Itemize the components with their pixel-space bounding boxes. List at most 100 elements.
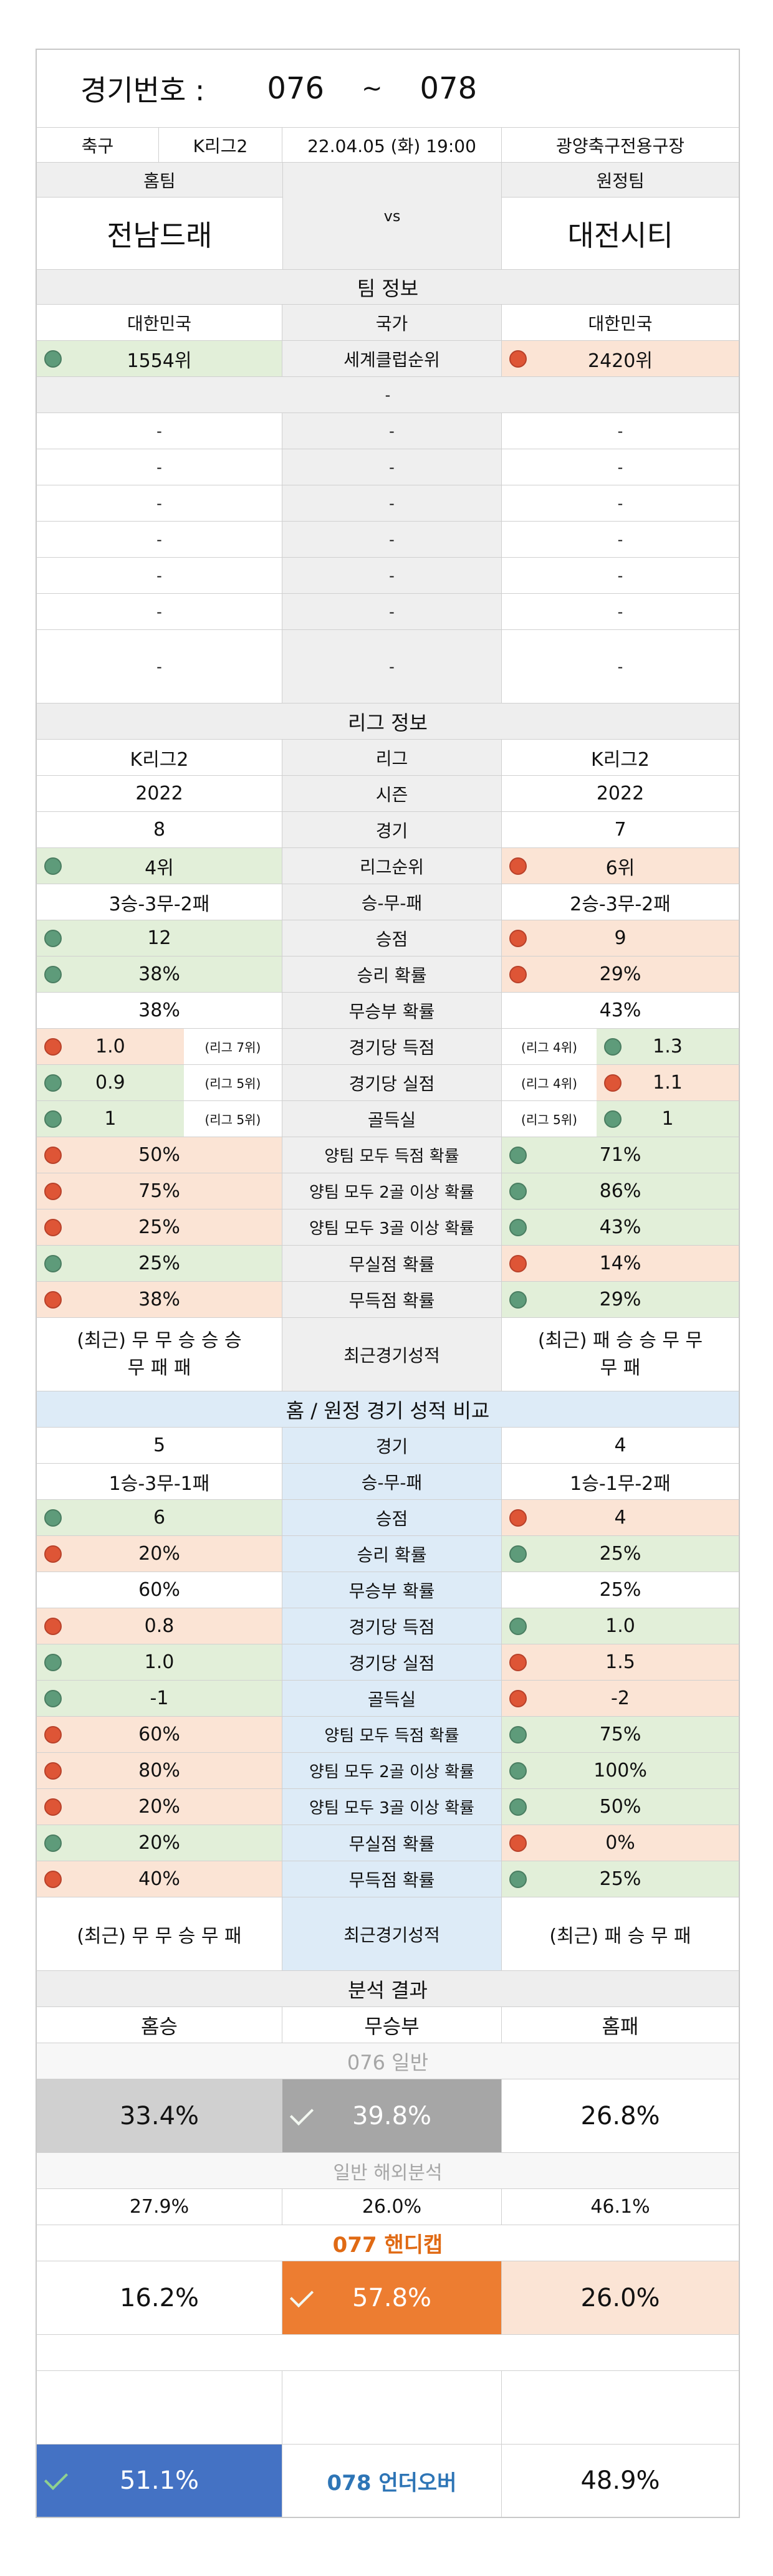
away-value: 43% <box>502 1209 739 1245</box>
team-info-blank-row: --- <box>36 558 740 594</box>
game-from: 076 <box>267 71 325 106</box>
compare-row: -1 골득실 -2 <box>36 1681 740 1717</box>
red-status-icon <box>509 1689 527 1707</box>
blank-value: - <box>37 413 282 449</box>
row-label: 양팀 모두 득점 확률 <box>282 1137 502 1173</box>
home-value: 2022 <box>37 776 282 811</box>
league-info-title-row: 리그 정보 <box>36 704 740 740</box>
home-value: 60% <box>37 1717 282 1752</box>
green-status-icon <box>44 1834 62 1852</box>
row-label: 양팀 모두 득점 확률 <box>282 1717 502 1752</box>
club-rank-label: 세계클럽순위 <box>282 341 502 376</box>
away-recent-line1: (최근) 패 승 승 무 무 <box>537 1329 703 1352</box>
blank-value: - <box>37 449 282 485</box>
home-value: 0.9 (리그 5위) <box>37 1065 282 1100</box>
row-label: 무득점 확률 <box>282 1282 502 1317</box>
handicap-label: 077 핸디캡 <box>332 2233 443 2258</box>
blank-value: - <box>617 566 623 584</box>
away-value: 14% <box>502 1246 739 1281</box>
green-status-icon <box>509 1182 527 1200</box>
green-status-icon <box>509 1617 527 1635</box>
row-label: 경기당 실점 <box>282 1644 502 1680</box>
team-info-title: 팀 정보 <box>357 276 419 300</box>
away-value: (리그 4위) 1.1 <box>502 1065 739 1100</box>
home-value: 38% <box>37 956 282 992</box>
away-value: 2022 <box>596 783 645 804</box>
red-status-icon <box>44 1545 62 1563</box>
home-value: 12 <box>37 920 282 956</box>
away-country: 대한민국 <box>588 313 653 334</box>
teams-block: 홈팀 전남드래 vs 원정팀 대전시티 <box>36 163 740 270</box>
green-status-icon <box>44 1254 62 1272</box>
home-value: 1.0 (리그 7위) <box>37 1029 282 1064</box>
general-draw: 39.8% <box>282 2079 502 2152</box>
row-label: 양팀 모두 2골 이상 확률 <box>282 1753 502 1788</box>
red-status-icon <box>509 350 527 368</box>
home-recent-line2: 무 패 패 <box>127 1357 191 1379</box>
league_info-row: 0.9 (리그 5위) 경기당 실점 (리그 4위) 1.1 <box>36 1065 740 1101</box>
home-value: 1.0 <box>37 1644 282 1680</box>
away-value: 6위 <box>502 848 739 884</box>
away-value: 25% <box>502 1861 739 1897</box>
country-row: 대한민국 국가 대한민국 <box>36 305 740 341</box>
league-rank-note: (리그 7위) <box>183 1029 282 1064</box>
green-status-icon <box>509 1146 527 1164</box>
red-status-icon <box>509 1254 527 1272</box>
compare-row: 20% 승리 확률 25% <box>36 1536 740 1572</box>
compare-title-row: 홈 / 원정 경기 성적 비교 <box>36 1391 740 1428</box>
row-label: 무실점 확률 <box>282 1246 502 1281</box>
analysis-title: 분석 결과 <box>348 1978 428 2002</box>
league_info-row: 25% 무실점 확률 14% <box>36 1246 740 1282</box>
row-label: 골득실 <box>282 1681 502 1716</box>
check-icon <box>289 2283 314 2307</box>
dash: - <box>385 386 391 404</box>
league-rank-note: (리그 4위) <box>502 1029 597 1064</box>
row-label: 승점 <box>282 920 502 956</box>
red-status-icon <box>44 1798 62 1816</box>
team-info-title-row: 팀 정보 <box>36 270 740 305</box>
green-status-icon <box>509 1545 527 1563</box>
team-info-blank-row: --- <box>36 413 740 449</box>
blank-value: - <box>37 485 282 521</box>
handicap-home: 16.2% <box>37 2261 282 2334</box>
game-number-label: 경기번호 : <box>80 74 205 107</box>
home-value: 1 (리그 5위) <box>37 1101 282 1137</box>
under-over-away: 48.9% <box>580 2466 660 2495</box>
league_info-row: 12 승점 9 <box>36 920 740 956</box>
red-status-icon <box>44 1870 62 1888</box>
blank-value: - <box>617 530 623 548</box>
under-over-label: 078 언더오버 <box>282 2445 502 2517</box>
col-draw: 무승부 <box>282 2007 502 2043</box>
team-info-blank-row: --- <box>36 522 740 558</box>
red-status-icon <box>44 1617 62 1635</box>
league_info-row: K리그2 리그 K리그2 <box>36 740 740 776</box>
general-home: 33.4% <box>37 2079 282 2152</box>
row-label: 양팀 모두 3골 이상 확률 <box>282 1789 502 1825</box>
row-label: 무승부 확률 <box>282 1572 502 1608</box>
green-status-icon <box>44 857 62 875</box>
red-status-icon <box>44 1218 62 1236</box>
green-status-icon <box>44 965 62 983</box>
row-label: 리그순위 <box>282 848 502 884</box>
row-label: 양팀 모두 3골 이상 확률 <box>282 1209 502 1245</box>
green-status-icon <box>509 1290 527 1309</box>
red-status-icon <box>509 1834 527 1852</box>
green-status-icon <box>44 1509 62 1527</box>
row-label: 무득점 확률 <box>282 1861 502 1897</box>
under-over-home: 51.1% <box>37 2445 282 2517</box>
row-label: 골득실 <box>282 1101 502 1137</box>
away-value: 2승-3무-2패 <box>570 893 671 915</box>
blank-value: - <box>617 657 623 675</box>
league_info-row: 50% 양팀 모두 득점 확률 71% <box>36 1137 740 1173</box>
league_info-row: 4위 리그순위 6위 <box>36 848 740 884</box>
away-value: 4 <box>614 1434 627 1456</box>
overseas-home: 27.9% <box>37 2189 282 2225</box>
blank-value: - <box>617 494 623 512</box>
home-value: 20% <box>37 1825 282 1861</box>
row-label: 승리 확률 <box>282 1536 502 1572</box>
red-status-icon <box>44 1182 62 1200</box>
compare-recent-label: 최근경기성적 <box>282 1897 502 1970</box>
red-status-icon <box>44 1762 62 1780</box>
green-status-icon <box>44 1074 62 1092</box>
green-status-icon <box>44 1689 62 1707</box>
